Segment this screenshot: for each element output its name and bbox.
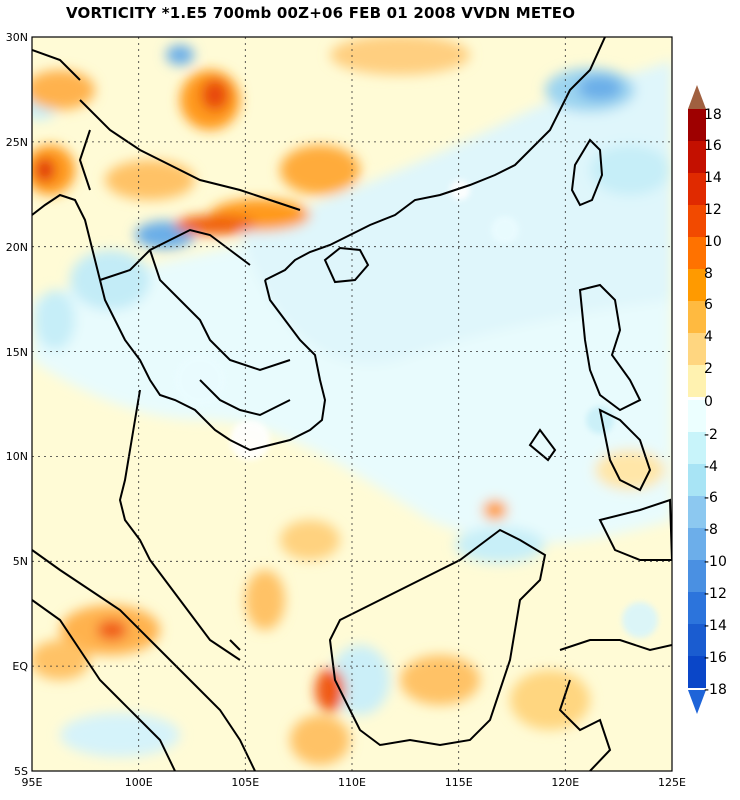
vorticity-field	[32, 37, 672, 771]
colorbar-label: -8	[704, 522, 718, 538]
colorbar-label: 8	[704, 266, 713, 282]
colorbar-positive	[688, 109, 706, 397]
lon-label: 100E	[125, 776, 153, 789]
colorbar-label: -2	[704, 427, 718, 443]
colorbar-negative	[688, 400, 706, 688]
colorbar-swatch	[688, 624, 706, 656]
colorbar-swatch	[688, 301, 706, 333]
colorbar-label: 18	[704, 107, 722, 123]
colorbar-label: -16	[704, 650, 727, 666]
colorbar-swatch	[688, 269, 706, 301]
colorbar-swatch	[688, 173, 706, 205]
lat-axis: 30N 25N 20N 15N 10N 5N EQ 5S	[6, 31, 29, 778]
colorbar-swatch	[688, 464, 706, 496]
colorbar-swatch	[688, 592, 706, 624]
lat-label: 15N	[6, 346, 28, 359]
colorbar-labels: 18 16 14 12 10 8 6 4 2 0 -2 -4 -6 -8 -10 -12 -14 -16 -18	[704, 107, 727, 698]
colorbar-label: -12	[704, 586, 727, 602]
colorbar-label: -14	[704, 618, 727, 634]
colorbar-swatch	[688, 528, 706, 560]
colorbar-label: -4	[704, 459, 718, 475]
colorbar-label: 12	[704, 202, 722, 218]
chart-title: VORTICITY *1.E5 700mb 00Z+06 FEB 01 2008…	[66, 4, 576, 22]
colorbar-label: 10	[704, 234, 722, 250]
lon-label: 120E	[551, 776, 579, 789]
lon-label: 110E	[338, 776, 366, 789]
colorbar-swatch	[688, 205, 706, 237]
lon-label: 95E	[22, 776, 43, 789]
colorbar-swatch	[688, 432, 706, 464]
map-frame	[31, 36, 673, 772]
lat-label: 5N	[13, 555, 28, 568]
colorbar-swatch	[688, 560, 706, 592]
lat-label: 20N	[6, 241, 28, 254]
colorbar-bottom-arrow	[688, 690, 706, 714]
lat-label: 10N	[6, 450, 28, 463]
colorbar-swatch	[688, 656, 706, 688]
colorbar-label: 14	[704, 170, 722, 186]
colorbar-label: 2	[704, 361, 713, 377]
colorbar-swatch	[688, 333, 706, 365]
lon-axis: 95E 100E 105E 110E 115E 120E 125E	[22, 776, 686, 789]
lat-label: EQ	[12, 660, 28, 673]
colorbar-top-arrow	[688, 85, 706, 109]
colorbar-swatch	[688, 141, 706, 173]
colorbar-label: 6	[704, 297, 713, 313]
lat-label: 5S	[14, 765, 28, 778]
colorbar: 18 16 14 12 10 8 6 4 2 0 -2 -4 -6 -8 -10 -12 -14 -16 -18	[688, 85, 727, 714]
colorbar-label: 0	[704, 394, 713, 410]
lat-label: 30N	[6, 31, 28, 44]
colorbar-label: -18	[704, 682, 727, 698]
colorbar-label: 4	[704, 329, 713, 345]
colorbar-swatch	[688, 109, 706, 141]
lon-label: 105E	[231, 776, 259, 789]
colorbar-swatch	[688, 400, 706, 432]
lat-label: 25N	[6, 136, 28, 149]
lat-lon-grid	[32, 37, 672, 771]
colorbar-label: -6	[704, 490, 718, 506]
colorbar-label: -10	[704, 554, 727, 570]
lon-label: 115E	[445, 776, 473, 789]
colorbar-swatch	[688, 496, 706, 528]
colorbar-swatch	[688, 237, 706, 269]
coastline-layer	[32, 37, 672, 771]
lon-label: 125E	[658, 776, 686, 789]
colorbar-swatch	[688, 365, 706, 397]
colorbar-label: 16	[704, 138, 722, 154]
